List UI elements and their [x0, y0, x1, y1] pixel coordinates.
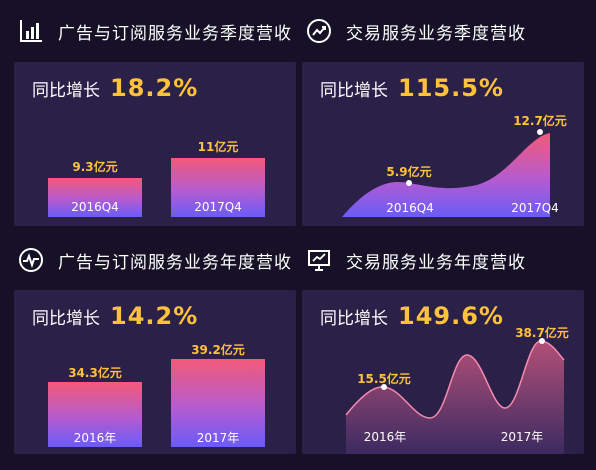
bar-value-2017: 39.2亿元	[191, 343, 245, 357]
trade-quarter-area-svg	[342, 129, 550, 217]
trade-quarter-growth: 同比增长 115.5%	[320, 74, 504, 102]
tick-2017: 2017年	[500, 430, 544, 444]
ad-quarter-card: 同比增长 18.2% 9.3亿元 11亿元 2016Q4 2017Q4	[14, 62, 296, 226]
tick-2016q4: 2016Q4	[386, 201, 434, 215]
tick-2017: 2017年	[196, 431, 240, 445]
ad-quarter-header: 广告与订阅服务业务季度营收	[18, 16, 292, 46]
growth-value: 115.5%	[398, 74, 504, 102]
area-value-2016: 15.5亿元	[357, 372, 411, 386]
growth-label: 同比增长	[32, 309, 100, 329]
area-value-2017: 38.7亿元	[515, 326, 569, 340]
trade-year-area-svg	[345, 338, 565, 454]
point-2016	[381, 384, 387, 390]
growth-label: 同比增长	[320, 309, 388, 329]
growth-value: 14.2%	[110, 302, 199, 330]
trade-year-growth: 同比增长 149.6%	[320, 302, 504, 330]
ad-year-title: 广告与订阅服务业务年度营收	[58, 252, 292, 273]
bar-2017	[171, 359, 265, 447]
bar-value-2017q4: 11亿元	[197, 140, 239, 154]
ad-year-growth: 同比增长 14.2%	[32, 302, 198, 330]
ad-quarter-title: 广告与订阅服务业务季度营收	[58, 23, 292, 44]
bar-2016	[48, 382, 142, 447]
trade-quarter-header: 交易服务业务季度营收	[306, 16, 526, 46]
bar-value-2016q4: 9.3亿元	[72, 160, 118, 174]
trade-quarter-title: 交易服务业务季度营收	[346, 23, 526, 44]
pulse-chart-icon	[19, 248, 43, 272]
tick-2016: 2016年	[363, 430, 407, 444]
tick-2016: 2016年	[73, 431, 117, 445]
tick-2016q4: 2016Q4	[71, 200, 119, 214]
ad-year-card: 同比增长 14.2% 34.3亿元 39.2亿元 2016年 2017年	[14, 290, 296, 454]
tick-2017q4: 2017Q4	[511, 201, 559, 215]
tick-2017q4: 2017Q4	[194, 200, 242, 214]
trade-quarter-area	[342, 133, 550, 217]
growth-label: 同比增长	[320, 81, 388, 101]
growth-label: 同比增长	[32, 81, 100, 101]
bar-value-2016: 34.3亿元	[68, 366, 122, 380]
point-2016q4	[406, 180, 412, 186]
bar-2016q4	[48, 178, 142, 217]
trade-year-area	[346, 340, 564, 454]
trade-year-header: 交易服务业务年度营收	[306, 245, 526, 275]
bar-2017q4	[171, 158, 265, 217]
area-value-2017q4: 12.7亿元	[513, 114, 567, 128]
trade-quarter-card: 同比增长 115.5% 5.9亿元 12.7亿元 2016Q4 2017Q4	[302, 62, 584, 226]
area-value-2016q4: 5.9亿元	[386, 165, 432, 179]
growth-value: 18.2%	[110, 74, 199, 102]
point-2017	[539, 338, 545, 344]
growth-value: 149.6%	[398, 302, 504, 330]
ad-year-header: 广告与订阅服务业务年度营收	[18, 245, 292, 275]
ad-quarter-growth: 同比增长 18.2%	[32, 74, 198, 102]
bar-chart-icon	[20, 20, 42, 42]
trend-line-icon	[307, 19, 331, 43]
presentation-board-icon	[308, 250, 330, 271]
point-2017q4	[537, 129, 543, 135]
trade-year-card: 同比增长 149.6% 15.5亿元 38.7亿元 2016年 2017年	[302, 290, 584, 454]
trade-year-title: 交易服务业务年度营收	[346, 252, 526, 273]
